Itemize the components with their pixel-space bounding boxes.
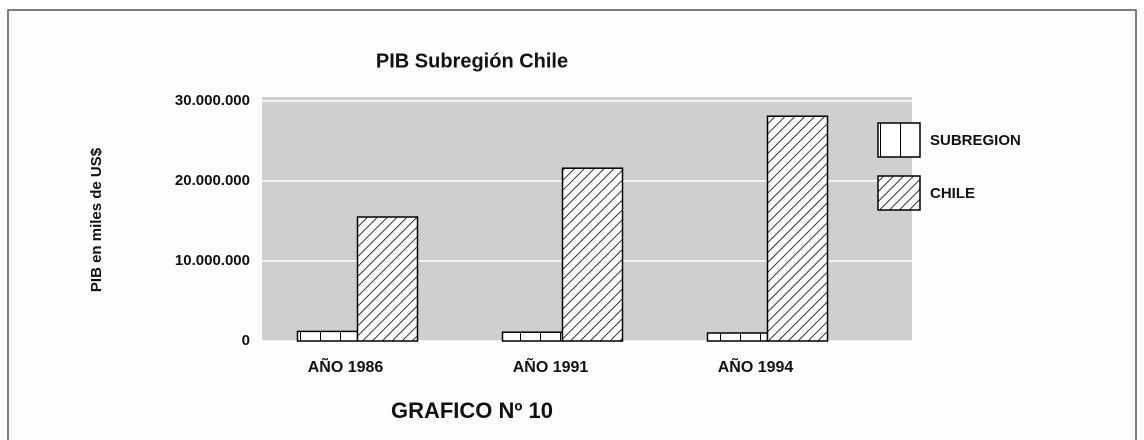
y-axis-label: PIB en miles de US$	[88, 147, 105, 292]
legend-label: SUBREGION	[930, 132, 1021, 149]
x-tick-label: AÑO 1994	[718, 356, 794, 376]
legend-swatch	[877, 122, 921, 158]
bar	[766, 115, 829, 342]
x-tick-label: AÑO 1991	[513, 356, 589, 376]
y-tick-label: 30.000.000	[175, 92, 250, 109]
bar	[561, 167, 624, 342]
x-tick-label: AÑO 1986	[308, 356, 384, 376]
legend-swatch	[877, 175, 921, 211]
legend-label: CHILE	[930, 185, 975, 202]
bar	[706, 332, 769, 342]
y-tick-label: 0	[242, 332, 250, 349]
bar	[296, 330, 359, 342]
chart-title: PIB Subregión Chile	[376, 50, 568, 72]
y-tick-label: 10.000.000	[175, 252, 250, 269]
bar	[356, 216, 419, 342]
caption: GRAFICO Nº 10	[391, 398, 553, 423]
y-tick-label: 20.000.000	[175, 172, 250, 189]
bar	[501, 331, 564, 342]
